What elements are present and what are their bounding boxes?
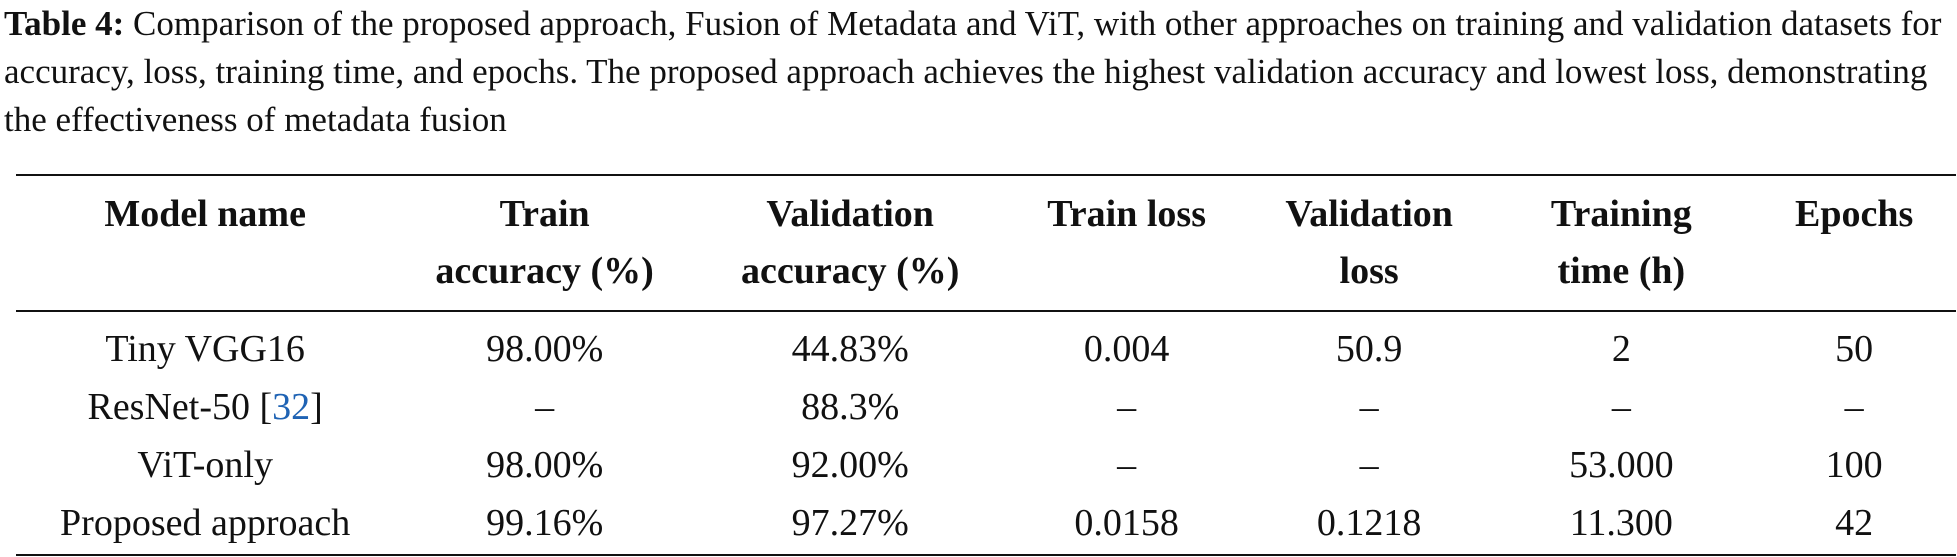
cell-validation-loss: 0.1218 xyxy=(1316,502,1422,544)
cell-training-time: 53.000 xyxy=(1569,444,1674,486)
citation-close-bracket: ] xyxy=(310,386,323,428)
results-table: Model name Train accuracy (%) Validation… xyxy=(16,174,1956,556)
cell-training-time: 11.300 xyxy=(1569,502,1673,544)
cell-validation-loss: 50.9 xyxy=(1335,328,1403,370)
table-row: Tiny VGG16 98.00% 44.83% 0.004 50.9 2 50 xyxy=(16,311,1956,378)
cell-train-accuracy: 98.00% xyxy=(486,444,604,486)
citation-link[interactable]: 32 xyxy=(272,386,311,428)
cell-training-time: 2 xyxy=(1611,328,1631,370)
cell-validation-loss: – xyxy=(1359,444,1379,486)
cell-model: ViT-only xyxy=(137,444,273,486)
caption-text: Comparison of the proposed approach, Fus… xyxy=(4,4,1942,139)
header-validation-accuracy: Validation accuracy (%) xyxy=(740,193,960,292)
model-name-text: ResNet-50 [ xyxy=(87,386,273,428)
cell-epochs: 50 xyxy=(1835,328,1874,370)
cell-validation-accuracy: 44.83% xyxy=(791,328,909,370)
header-training-time: Training time (h) xyxy=(1550,193,1692,292)
header-train-accuracy: Train accuracy (%) xyxy=(435,193,654,292)
cell-validation-accuracy: 97.27% xyxy=(791,502,909,544)
cell-model: ResNet-50 [32] xyxy=(16,378,394,436)
caption-label: Table 4: xyxy=(4,4,125,43)
cell-train-accuracy: 98.00% xyxy=(486,328,604,370)
cell-validation-accuracy: 92.00% xyxy=(791,444,909,486)
cell-train-loss: 0.0158 xyxy=(1074,502,1179,544)
cell-train-accuracy: 99.16% xyxy=(486,502,604,544)
cell-training-time: – xyxy=(1611,386,1631,428)
cell-epochs: 100 xyxy=(1825,444,1883,486)
header-epochs: Epochs xyxy=(1794,193,1914,235)
cell-train-loss: 0.004 xyxy=(1083,328,1170,370)
table-row: Proposed approach 99.16% 97.27% 0.0158 0… xyxy=(16,494,1956,555)
cell-model: Tiny VGG16 xyxy=(105,328,305,370)
header-model-name: Model name xyxy=(104,193,306,235)
table-caption: Table 4: Comparison of the proposed appr… xyxy=(4,0,1952,144)
cell-model: Proposed approach xyxy=(60,502,351,544)
cell-epochs: – xyxy=(1844,386,1864,428)
header-validation-loss: Validation loss xyxy=(1285,193,1453,292)
table-header-row: Model name Train accuracy (%) Validation… xyxy=(16,175,1956,311)
cell-validation-loss: – xyxy=(1359,386,1379,428)
header-train-loss: Train loss xyxy=(1047,193,1206,235)
table-row: ViT-only 98.00% 92.00% – – 53.000 100 xyxy=(16,436,1956,494)
results-table-container: Model name Train accuracy (%) Validation… xyxy=(16,174,1956,556)
cell-train-loss: – xyxy=(1117,444,1137,486)
table-row: ResNet-50 [32] – 88.3% – – – – xyxy=(16,378,1956,436)
cell-epochs: 42 xyxy=(1835,502,1874,544)
cell-train-accuracy: – xyxy=(535,386,555,428)
cell-validation-accuracy: 88.3% xyxy=(801,386,900,428)
cell-train-loss: – xyxy=(1117,386,1137,428)
